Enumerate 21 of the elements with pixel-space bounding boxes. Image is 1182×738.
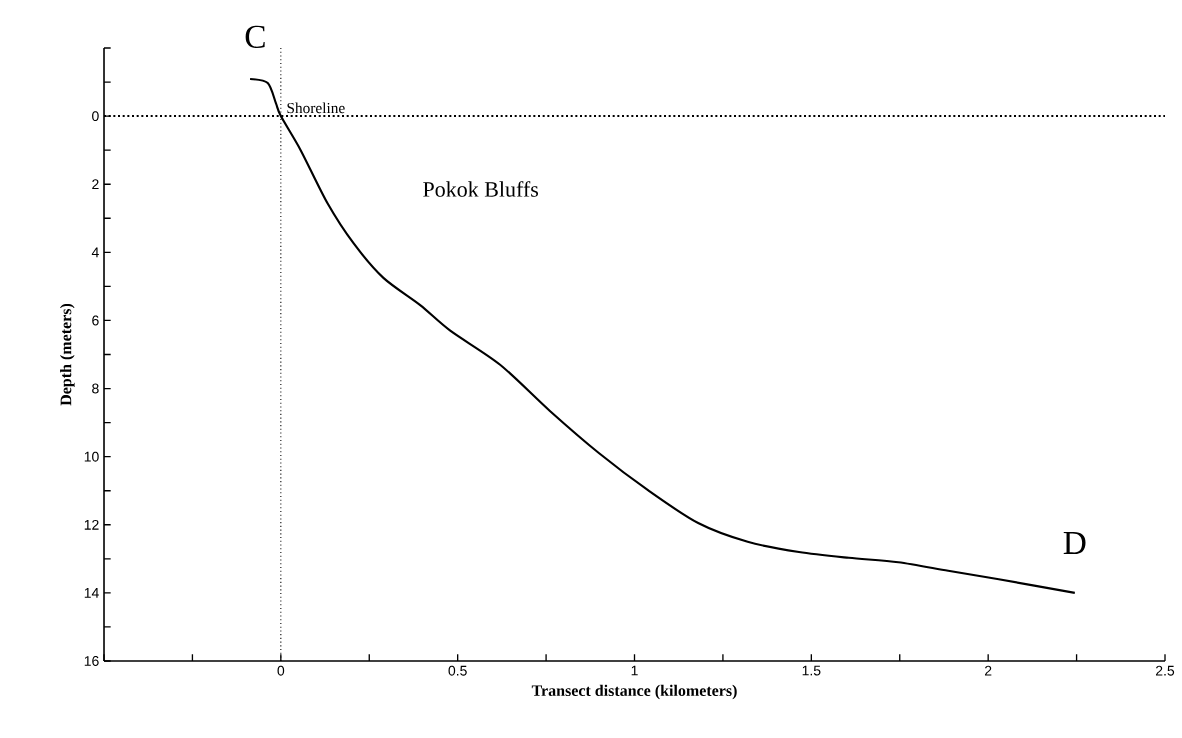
y-tick-label: 6 bbox=[92, 315, 99, 326]
y-tick-label: 0 bbox=[92, 111, 99, 122]
x-tick-label: 2.5 bbox=[1155, 665, 1175, 676]
y-tick-label: 12 bbox=[84, 519, 99, 530]
x-tick-label: 2 bbox=[984, 665, 992, 676]
x-tick-label: 0.5 bbox=[448, 665, 467, 676]
x-tick-label: 1 bbox=[631, 665, 638, 676]
annotation: D bbox=[1063, 532, 1086, 554]
annotation: Pokok Bluffs bbox=[423, 181, 539, 197]
x-axis-title: Transect distance (kilometers) bbox=[531, 684, 737, 700]
x-tick-label: 0 bbox=[277, 665, 285, 676]
ref-line-label: Shoreline bbox=[287, 102, 345, 114]
x-tick-label: 1.5 bbox=[802, 665, 821, 676]
y-tick-label: 16 bbox=[84, 656, 99, 666]
y-tick-label: 10 bbox=[84, 451, 99, 462]
y-tick-label: 4 bbox=[91, 247, 99, 258]
y-tick-label: 14 bbox=[84, 588, 99, 598]
y-tick-label: 2 bbox=[92, 179, 99, 190]
y-axis-title: Depth (meters) bbox=[60, 303, 75, 406]
y-tick-label: 8 bbox=[92, 383, 99, 394]
annotation: C bbox=[245, 25, 265, 49]
